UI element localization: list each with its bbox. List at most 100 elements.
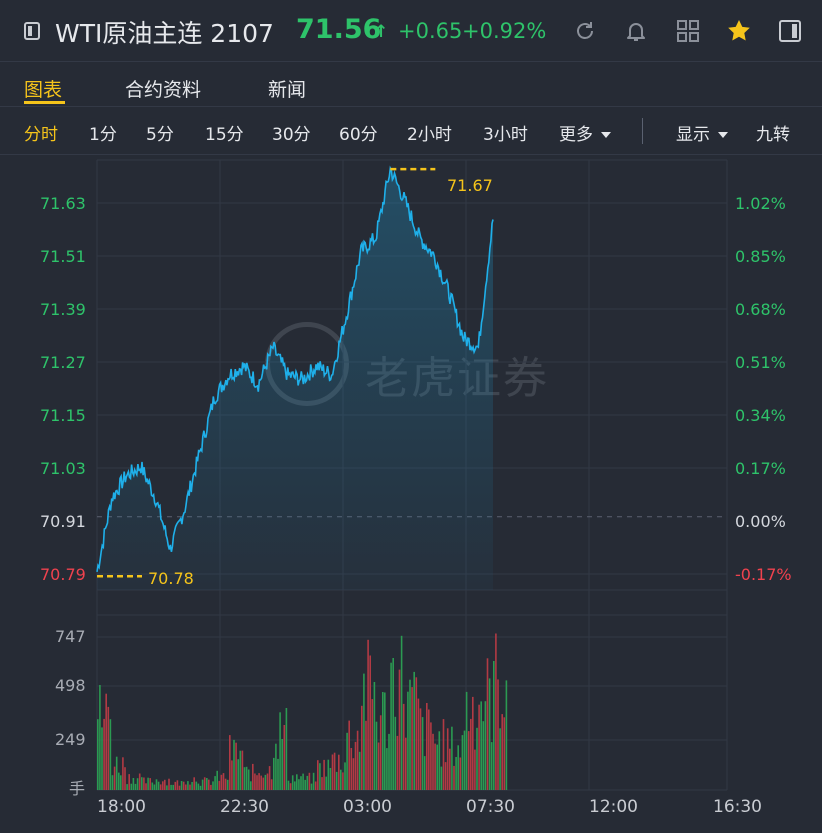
volume-bar: [501, 714, 503, 790]
volume-bar: [216, 770, 218, 790]
display-label: 显示: [676, 125, 710, 145]
volume-bar: [266, 773, 269, 790]
volume-bar: [256, 775, 258, 790]
volume-bar: [413, 671, 415, 790]
volume-bar: [287, 780, 290, 790]
period-more-dropdown[interactable]: 更多: [559, 120, 611, 145]
volume-bar: [235, 742, 237, 790]
chevron-down-icon: [718, 132, 728, 138]
volume-bar: [438, 731, 441, 790]
chevron-down-icon: [601, 132, 611, 138]
period-15m[interactable]: 15分: [205, 125, 244, 145]
volume-bar: [243, 767, 246, 790]
volume-bar: [296, 774, 298, 790]
percent-tick: 0.51%: [735, 353, 786, 372]
percent-tick: 0.00%: [735, 512, 786, 531]
volume-bar: [120, 775, 122, 790]
volume-bar: [270, 779, 273, 790]
volume-bar: [480, 701, 482, 790]
volume-bar: [470, 718, 472, 790]
volume-tick: 747: [55, 627, 86, 646]
volume-bar: [346, 732, 348, 790]
volume-bar: [134, 783, 137, 790]
volume-bar: [229, 735, 231, 790]
period-1m[interactable]: 1分: [89, 125, 117, 145]
volume-bar: [407, 691, 409, 790]
volume-bar: [279, 712, 281, 790]
divider: [0, 61, 822, 62]
period-intraday[interactable]: 分时: [24, 125, 58, 145]
volume-bar: [155, 779, 158, 790]
volume-bar: [99, 685, 101, 790]
volume-bar: [126, 784, 128, 790]
volume-bar: [122, 757, 124, 790]
percent-tick: 1.02%: [735, 194, 786, 213]
sidebar-icon[interactable]: [777, 18, 803, 44]
volume-bar: [361, 705, 363, 790]
volume-bar: [153, 784, 156, 790]
volume-bar: [143, 777, 145, 790]
instrument-title: WTI原油主连 2107: [55, 19, 274, 48]
period-3h[interactable]: 3小时: [483, 125, 528, 145]
volume-bar: [327, 759, 330, 790]
volume-bar: [444, 762, 447, 790]
period-2h[interactable]: 2小时: [407, 125, 452, 145]
tab-contract-info[interactable]: 合约资料: [125, 79, 202, 101]
tab-chart[interactable]: 图表: [24, 79, 63, 101]
volume-bar: [182, 781, 185, 790]
divider: [0, 154, 822, 155]
volume-bar: [172, 784, 174, 790]
bell-icon[interactable]: [623, 18, 649, 44]
volume-bar: [440, 766, 443, 790]
volume-bar: [294, 781, 296, 790]
volume-bar: [371, 699, 374, 790]
display-dropdown[interactable]: 显示: [676, 120, 728, 145]
period-5m[interactable]: 5分: [146, 125, 174, 145]
volume-bar: [409, 679, 411, 790]
volume-bar: [124, 767, 126, 790]
volume-bar: [291, 775, 294, 790]
volume-bar: [421, 717, 424, 790]
grid-icon[interactable]: [675, 18, 701, 44]
volume-bar: [308, 772, 311, 790]
time-tick: 03:00: [343, 797, 392, 817]
nine-turn-toggle[interactable]: 九转: [756, 125, 790, 145]
window-icon[interactable]: [24, 22, 40, 40]
volume-bar: [356, 730, 359, 790]
volume-bar: [396, 735, 399, 790]
volume-bar: [449, 748, 451, 790]
volume-bar: [277, 758, 279, 790]
volume-bar: [329, 768, 332, 790]
volume-bar: [503, 717, 506, 790]
period-60m[interactable]: 60分: [339, 125, 378, 145]
volume-bar: [363, 673, 365, 790]
volume-bar: [467, 731, 470, 790]
price-tick: 70.79: [40, 565, 86, 584]
volume-bar: [377, 742, 380, 790]
volume-bar: [180, 781, 183, 790]
more-label: 更多: [559, 125, 593, 145]
volume-bar: [275, 743, 277, 790]
volume-bar: [405, 737, 407, 790]
volume-bar: [247, 769, 250, 790]
volume-bar: [365, 720, 367, 790]
period-30m[interactable]: 30分: [272, 125, 311, 145]
tab-news[interactable]: 新闻: [268, 79, 307, 101]
volume-bar: [432, 733, 434, 790]
volume-bar: [482, 721, 485, 790]
volume-bar: [490, 742, 493, 790]
refresh-icon[interactable]: [572, 18, 598, 44]
volume-bar: [262, 777, 265, 790]
star-icon[interactable]: [726, 18, 752, 44]
volume-bar: [306, 775, 309, 790]
volume-bar: [145, 783, 147, 790]
volume-bar: [476, 727, 478, 790]
volume-bar: [103, 718, 105, 790]
volume-bar: [333, 752, 336, 790]
volume-bar: [493, 661, 495, 790]
time-tick: 18:00: [97, 797, 146, 817]
volume-bar: [113, 766, 116, 790]
price-tick: 71.39: [40, 300, 86, 319]
volume-bar: [400, 635, 403, 790]
